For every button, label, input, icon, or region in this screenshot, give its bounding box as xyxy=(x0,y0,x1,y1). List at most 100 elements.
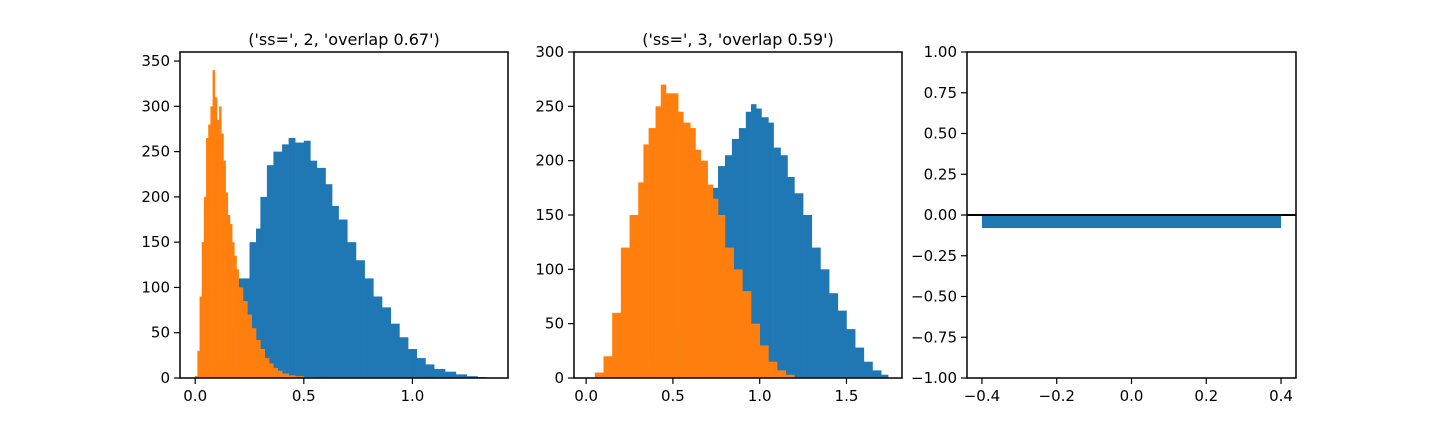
x-tick-label: 0.5 xyxy=(292,387,316,405)
y-tick-label: 350 xyxy=(141,52,170,70)
histogram-bar xyxy=(303,140,311,378)
y-tick-label: 100 xyxy=(141,278,170,296)
histogram-bar xyxy=(390,323,400,378)
histogram-bar xyxy=(221,133,224,378)
histogram-bar xyxy=(643,144,649,378)
histogram-bar xyxy=(678,111,684,379)
histogram-bar xyxy=(455,374,468,378)
y-tick-label: −0.75 xyxy=(911,328,957,346)
y-tick-label: −1.00 xyxy=(911,369,957,387)
histogram-bar xyxy=(731,138,740,378)
histogram-bar xyxy=(837,310,847,378)
x-tick-label: 0.0 xyxy=(1120,387,1144,405)
histogram-bar xyxy=(295,142,305,378)
x-tick-label: 0.0 xyxy=(183,387,207,405)
histogram-bar xyxy=(855,347,865,378)
histogram-bar xyxy=(425,364,435,378)
histogram-bar xyxy=(603,356,613,378)
histogram-bar xyxy=(751,323,760,378)
histogram-bar xyxy=(724,247,734,378)
histogram-bar xyxy=(229,224,233,378)
histogram-bar xyxy=(863,361,873,378)
histogram-bar xyxy=(266,165,274,378)
histogram-bar xyxy=(310,160,318,378)
x-tick-label: 1.0 xyxy=(400,387,424,405)
histogram-bar xyxy=(707,184,714,378)
histogram-bar xyxy=(373,296,383,378)
histogram-bar xyxy=(282,144,289,378)
histogram-bar xyxy=(273,368,279,378)
histogram-bar xyxy=(219,106,222,378)
histogram-bar xyxy=(282,373,289,378)
histogram-bar xyxy=(672,93,679,378)
histogram-bar xyxy=(612,312,622,378)
axes-panel-2: 0.0 0.5 1.0 1.5 0 50 100 150 200 250 300 ('ss=', 3,… xyxy=(535,30,903,405)
histogram-bar xyxy=(780,155,788,378)
histogram-bar xyxy=(382,307,392,378)
histogram-bar xyxy=(745,111,752,379)
histogram-bar xyxy=(256,228,261,378)
histogram-bar xyxy=(210,106,213,378)
histogram-bar xyxy=(829,293,839,378)
histogram-bar xyxy=(288,138,296,378)
histogram-bar xyxy=(712,198,719,378)
histogram-bar xyxy=(660,84,667,378)
y-tick-label: 300 xyxy=(141,97,170,115)
chart-title: ('ss=', 2, 'overlap 0.67') xyxy=(248,30,439,49)
histogram-bar xyxy=(648,128,656,378)
x-tick-label: 0.5 xyxy=(661,387,685,405)
y-tick-label: 50 xyxy=(545,315,564,333)
histogram-bar xyxy=(594,372,604,378)
histogram-bar xyxy=(234,255,237,378)
x-tick-label: −0.4 xyxy=(964,387,1000,405)
histogram-bar xyxy=(777,370,787,378)
histogram-bar xyxy=(733,269,743,378)
histogram-bar xyxy=(759,345,769,378)
histogram-bar xyxy=(256,339,261,378)
histogram-bar xyxy=(195,376,198,378)
histogram-bar xyxy=(242,301,248,378)
histogram-bar xyxy=(466,376,478,378)
histogram-bar xyxy=(364,278,374,378)
histogram-bar xyxy=(208,124,211,378)
y-tick-label: 250 xyxy=(141,143,170,161)
histogram-bar xyxy=(434,368,446,378)
histogram-bar xyxy=(738,128,747,378)
axes-frame xyxy=(179,51,509,379)
histogram-bar xyxy=(638,182,644,378)
series-2 xyxy=(594,84,795,379)
histogram-bar xyxy=(881,374,889,378)
histogram-bar xyxy=(338,219,348,378)
y-tick-label: 50 xyxy=(151,324,170,342)
histogram-bar xyxy=(227,215,231,378)
y-tick-label: 0.00 xyxy=(924,206,957,224)
x-tick-label: 0.2 xyxy=(1194,387,1218,405)
histogram-bar xyxy=(288,375,296,378)
histogram-bar xyxy=(232,242,235,378)
histogram-bar xyxy=(756,108,762,379)
histogram-bar xyxy=(751,104,757,378)
histogram-bar xyxy=(236,269,239,378)
histogram-bar xyxy=(216,119,220,379)
x-tick-label: 1.5 xyxy=(835,387,859,405)
histogram-bar xyxy=(761,117,769,378)
y-tick-label: 250 xyxy=(535,97,564,115)
histogram-bar xyxy=(325,184,333,378)
histogram-bar xyxy=(695,149,701,378)
histogram-bar xyxy=(260,349,266,378)
histogram-bar xyxy=(690,128,696,378)
y-tick-label: −0.25 xyxy=(911,247,957,265)
histogram-bar xyxy=(399,337,409,378)
y-tick-label: 300 xyxy=(535,43,564,61)
histogram-bar xyxy=(811,247,821,378)
histogram-bar xyxy=(700,160,708,378)
histogram-bar xyxy=(199,296,203,378)
series-2 xyxy=(195,70,315,379)
x-tick-label: 1.0 xyxy=(748,387,772,405)
histogram-bar xyxy=(212,70,216,378)
histogram-bar xyxy=(683,122,691,378)
histogram-bar xyxy=(225,192,229,378)
series-1 xyxy=(195,138,487,378)
histogram-bar xyxy=(794,193,804,378)
